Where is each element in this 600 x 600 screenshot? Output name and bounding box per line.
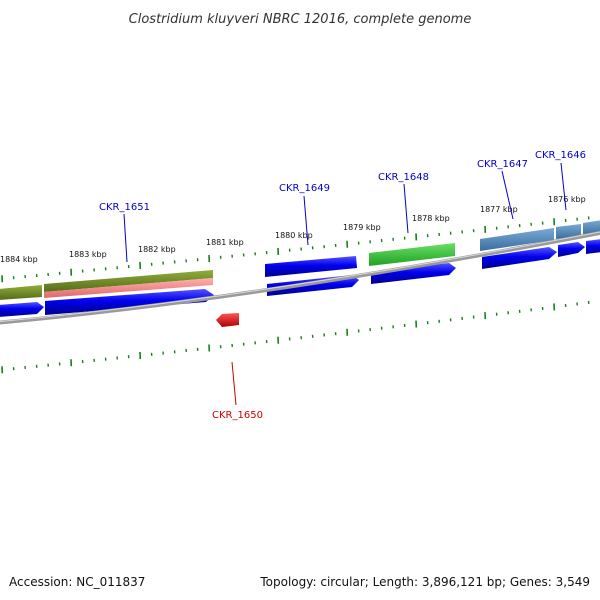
cds-arrow[interactable] [0, 302, 44, 317]
cds-arrow[interactable] [45, 289, 214, 315]
feature-steel-2[interactable] [556, 224, 581, 239]
gene-label-ckr-1646[interactable]: CKR_1646 [535, 150, 586, 161]
kbp-label: 1876 kbp [548, 195, 586, 204]
kbp-label: 1883 kbp [69, 250, 107, 259]
gene-label-ckr-1651[interactable]: CKR_1651 [99, 202, 150, 213]
genome-backbone-highlight [0, 231, 600, 323]
feature-olive[interactable] [44, 270, 213, 292]
kbp-label: 1882 kbp [138, 245, 176, 254]
genome-stats-text: Topology: circular; Length: 3,896,121 bp… [260, 575, 590, 589]
gene-callouts [123, 162, 567, 406]
feature-steel-1[interactable] [480, 228, 554, 251]
gene-label-ckr-1648[interactable]: CKR_1648 [378, 172, 429, 183]
scale-track-reverse [1, 300, 590, 374]
cds-arrow[interactable] [371, 263, 456, 284]
feature-green[interactable] [369, 243, 455, 266]
gene-label-ckr-1649[interactable]: CKR_1649 [279, 183, 330, 194]
genome-backbone [0, 230, 600, 325]
kbp-label: 1884 kbp [0, 255, 38, 264]
feature-olive-left[interactable] [0, 285, 42, 300]
feature-pink[interactable] [44, 278, 213, 298]
kbp-labels: 1884 kbp 1883 kbp 1882 kbp 1881 kbp 1880… [0, 195, 586, 264]
cds-box[interactable] [265, 256, 357, 277]
kbp-label: 1879 kbp [343, 223, 381, 232]
cds-arrow[interactable] [558, 242, 585, 257]
kbp-label: 1880 kbp [275, 231, 313, 240]
cds-track [0, 239, 600, 317]
kbp-label: 1881 kbp [206, 238, 244, 247]
cds-arrow-ckr-1650[interactable] [216, 313, 239, 327]
cds-arrow[interactable] [586, 239, 600, 254]
scale-track-forward [1, 216, 590, 283]
feature-track [0, 220, 600, 300]
kbp-label: 1878 kbp [412, 214, 450, 223]
kbp-label: 1877 kbp [480, 205, 518, 214]
accession-text: Accession: NC_011837 [9, 575, 146, 589]
feature-steel-3[interactable] [583, 220, 600, 235]
gene-label-ckr-1647[interactable]: CKR_1647 [477, 159, 528, 170]
gene-label-ckr-1650[interactable]: CKR_1650 [212, 410, 263, 421]
cds-arrow[interactable] [482, 247, 557, 269]
genome-title: Clostridium kluyveri NBRC 12016, complet… [129, 12, 472, 27]
